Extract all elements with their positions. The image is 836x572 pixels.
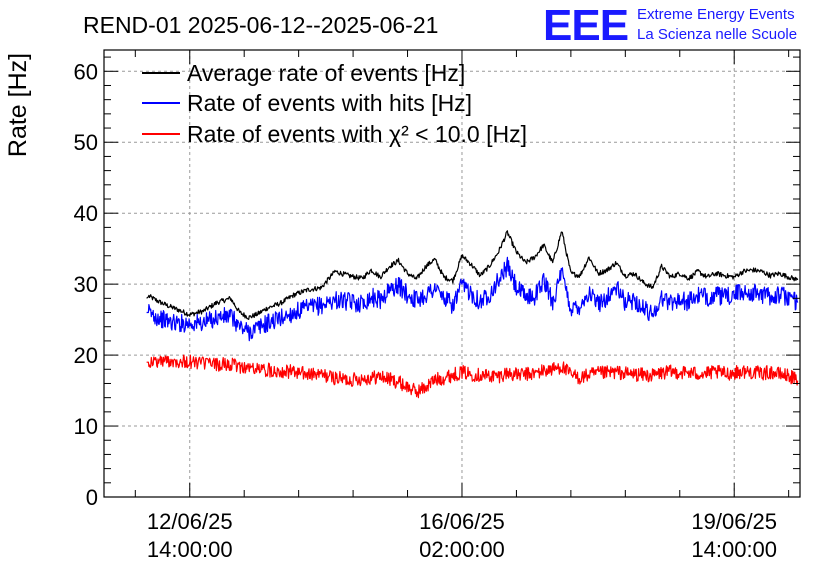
x-tick-date-label: 16/06/25 (419, 509, 505, 534)
x-tick-time-label: 14:00:00 (691, 537, 777, 562)
grid-lines (104, 50, 800, 497)
x-tick-time-label: 14:00:00 (147, 537, 233, 562)
eee-logo-line1: Extreme Energy Events (637, 6, 795, 23)
legend-label-chi2: Rate of events with χ² < 10.0 [Hz] (187, 121, 527, 147)
x-tick-time-label: 02:00:00 (419, 537, 505, 562)
y-axis-label: Rate [Hz] (4, 53, 32, 157)
legend-label-average: Average rate of events [Hz] (187, 60, 465, 86)
y-tick-label: 50 (74, 130, 98, 155)
series-line-1 (146, 256, 799, 342)
y-tick-label: 40 (74, 201, 98, 226)
y-tick-label: 20 (74, 343, 98, 368)
legend: Average rate of events [Hz] Rate of even… (142, 60, 527, 147)
series-line-2 (146, 354, 799, 399)
y-tick-label: 60 (74, 59, 98, 84)
axes: 0 10 20 30 40 50 60 12/06/25 14:00:00 16/06/25 02:… (74, 50, 800, 562)
eee-logo-mark: EEE (543, 1, 628, 50)
y-tick-label: 10 (74, 414, 98, 439)
series-lines (146, 230, 799, 399)
y-tick-label: 0 (86, 485, 98, 510)
series-line-0 (146, 230, 799, 320)
eee-logo-line2: La Scienza nelle Scuole (637, 26, 797, 43)
y-tick-label: 30 (74, 272, 98, 297)
chart-title: REND-01 2025-06-12--2025-06-21 (83, 12, 438, 38)
plot-frame (103, 49, 801, 498)
legend-label-hits: Rate of events with hits [Hz] (187, 90, 472, 116)
x-tick-date-label: 12/06/25 (147, 509, 233, 534)
x-tick-date-label: 19/06/25 (691, 509, 777, 534)
eee-logo: EEE Extreme Energy Events La Scienza nel… (543, 1, 797, 50)
